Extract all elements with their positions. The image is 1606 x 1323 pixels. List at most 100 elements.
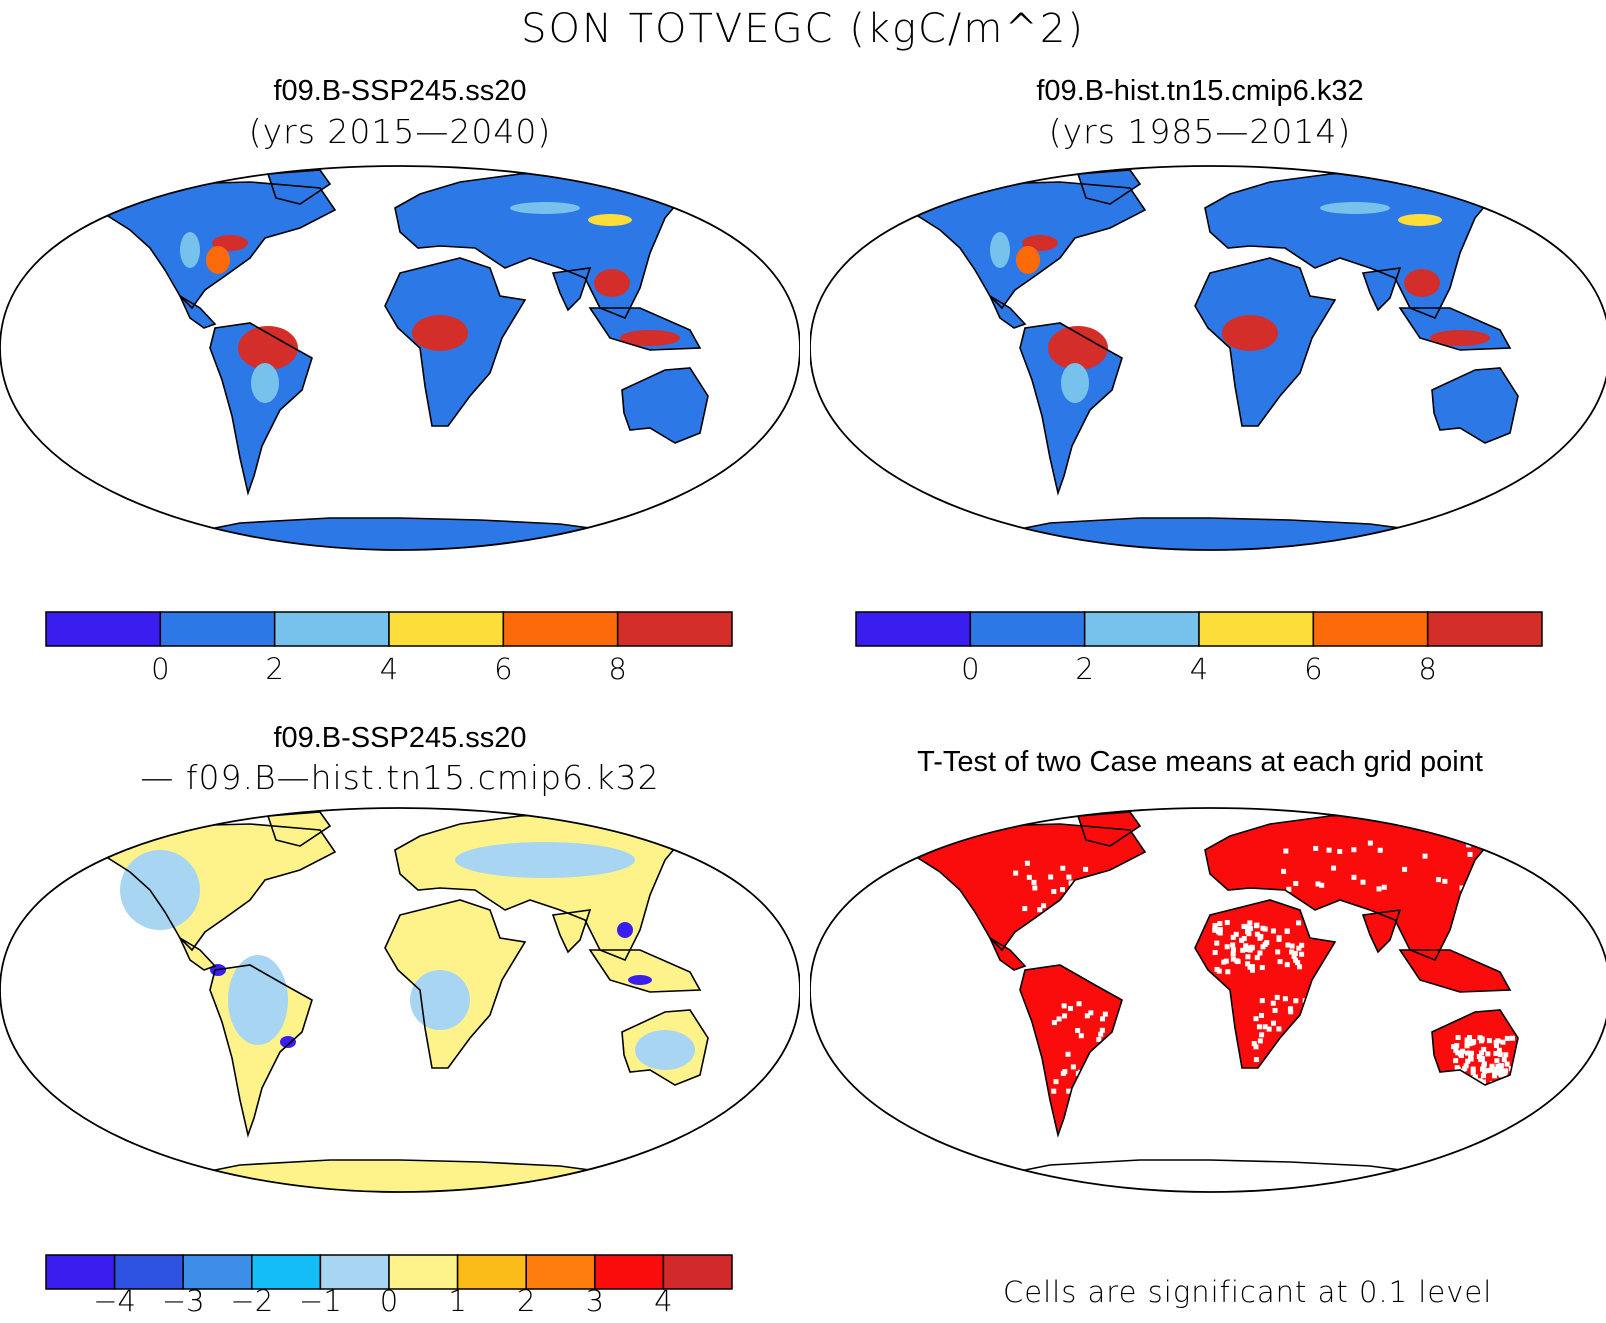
insignificant-cell [1242, 923, 1248, 929]
insignificant-cell [1495, 1064, 1501, 1070]
colorbar-tick-label: 2 [265, 652, 284, 686]
insignificant-cell [1497, 1052, 1503, 1058]
insignificant-cell [1464, 1037, 1470, 1043]
land-eurasia [395, 812, 690, 960]
insignificant-cell [1258, 933, 1264, 939]
coastline [551, 909, 592, 954]
colorbar-tick-label: 8 [608, 652, 627, 686]
colorbar-swatch [251, 1254, 322, 1290]
insignificant-cell [1032, 885, 1038, 891]
insignificant-cell [1246, 931, 1252, 937]
insignificant-cell [1031, 879, 1037, 885]
coastline [621, 367, 709, 444]
colorbar-swatch [969, 611, 1086, 647]
map-content [104, 169, 709, 550]
field-patch [1016, 246, 1040, 274]
insignificant-cell [1100, 877, 1106, 883]
insignificant-cell [1453, 1047, 1459, 1053]
insignificant-cell [1467, 1082, 1473, 1088]
coastline [964, 1159, 1464, 1192]
insignificant-cell [1501, 1057, 1507, 1063]
insignificant-cell [1247, 964, 1253, 970]
insignificant-cell [1259, 965, 1265, 971]
insignificant-cell [1253, 1057, 1259, 1063]
insignificant-cell [1464, 1043, 1470, 1049]
insignificant-cell [1234, 958, 1240, 964]
field-patch [620, 330, 680, 346]
land-ant [155, 1160, 650, 1192]
land-eurasia [1205, 812, 1500, 960]
insignificant-cell [1070, 1064, 1076, 1070]
insignificant-cell [1498, 1068, 1504, 1074]
field-patch [410, 970, 470, 1030]
coastline [266, 811, 332, 847]
field-patch [1430, 330, 1490, 346]
insignificant-cell [1502, 1068, 1508, 1074]
colorbar-swatch [662, 1254, 733, 1290]
colorbar-swatch [855, 611, 972, 647]
land-ant [965, 518, 1460, 550]
insignificant-cell [1287, 1006, 1293, 1012]
coastline [178, 293, 217, 329]
insignificant-cell [1262, 1024, 1268, 1030]
colorbar-swatch [1312, 611, 1429, 647]
insignificant-cell [1485, 1068, 1491, 1074]
colorbar-tick-label: 0 [379, 1284, 399, 1318]
insignificant-cell [1245, 954, 1251, 960]
coastline [1398, 949, 1512, 993]
insignificant-cell [1351, 874, 1357, 880]
field-patch [180, 232, 200, 268]
insignificant-cell [1224, 920, 1230, 926]
insignificant-cell [1454, 1043, 1460, 1049]
insignificant-cell [1217, 927, 1223, 933]
insignificant-cell [1037, 907, 1043, 913]
colorbar-tick-label: 2 [516, 1284, 536, 1318]
insignificant-cell [1230, 934, 1236, 940]
colorbar-swatch [1083, 611, 1200, 647]
insignificant-cell [1504, 1035, 1510, 1041]
insignificant-cell [1102, 884, 1108, 890]
insignificant-cell [1455, 1035, 1461, 1041]
insignificant-cell [1476, 1054, 1482, 1060]
insignificant-cell [1088, 1010, 1094, 1016]
insignificant-cell [1326, 847, 1332, 853]
insignificant-cell [1224, 944, 1230, 950]
insignificant-cell [1251, 1041, 1257, 1047]
panel-title-bottom-right: T-Test of two Case means at each grid po… [917, 746, 1483, 778]
coastline [1076, 169, 1142, 205]
insignificant-cell [1315, 881, 1321, 887]
insignificant-cell [1225, 969, 1231, 975]
insignificant-cell [1453, 1074, 1459, 1080]
insignificant-cell [1376, 886, 1382, 892]
insignificant-cell [1096, 1036, 1102, 1042]
field-patch [238, 326, 298, 370]
colorbar-tick-label: 6 [1304, 652, 1323, 686]
insignificant-cell [1477, 1078, 1483, 1084]
coastline [964, 517, 1464, 550]
colorbar-tick-label: 4 [379, 652, 399, 686]
insignificant-cell [1026, 874, 1032, 880]
insignificant-cell [1116, 893, 1122, 899]
insignificant-cell [1319, 882, 1325, 888]
insignificant-cell [1464, 1050, 1470, 1056]
coastline [1076, 811, 1142, 847]
insignificant-cell [1503, 1052, 1509, 1058]
map-boundary [810, 165, 1606, 551]
insignificant-cell [1504, 1061, 1510, 1067]
insignificant-cell [1351, 847, 1357, 853]
insignificant-cell [1286, 1034, 1292, 1040]
insignificant-cell [1489, 1063, 1495, 1069]
insignificant-cell [1489, 1080, 1495, 1086]
insignificant-cell [1233, 931, 1239, 937]
land-seasia [590, 950, 700, 992]
insignificant-cell [1259, 1032, 1265, 1038]
insignificant-cell [1305, 1039, 1311, 1045]
insignificant-cell [1486, 1038, 1492, 1044]
insignificant-cell [1470, 1040, 1476, 1046]
insignificant-cell [1247, 926, 1253, 932]
insignificant-cell [1480, 1073, 1486, 1079]
insignificant-cell [1283, 848, 1289, 854]
colorbar-swatch [159, 611, 276, 647]
insignificant-cell [1053, 1079, 1059, 1085]
insignificant-cell [1230, 942, 1236, 948]
